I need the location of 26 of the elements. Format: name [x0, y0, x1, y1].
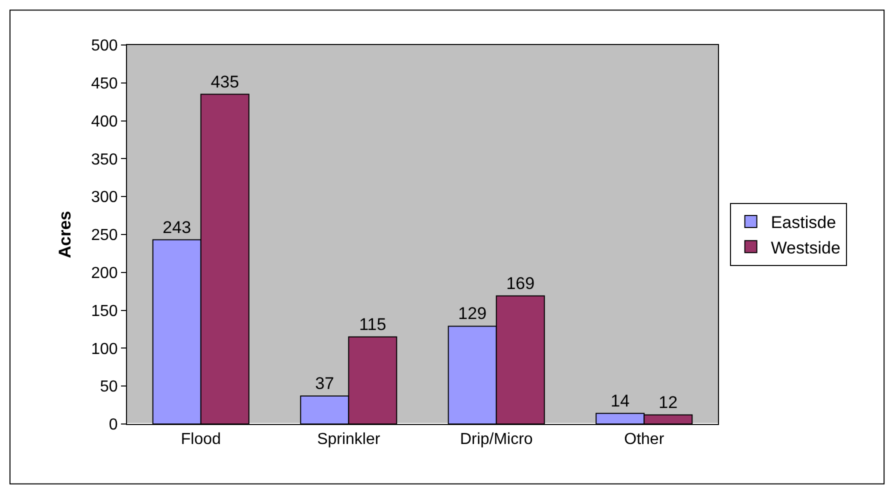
x-tick-label: Flood [180, 431, 221, 448]
y-tick-label: 450 [91, 76, 118, 92]
y-tick-label: 400 [91, 113, 118, 130]
y-tick-label: 500 [91, 38, 118, 55]
x-tick-label: Sprinkler [317, 431, 381, 448]
data-label: 37 [315, 374, 334, 393]
data-label: 12 [658, 392, 678, 412]
y-axis-title: Acres [56, 210, 75, 258]
y-tick-label: 150 [91, 302, 118, 320]
legend-label: Eastisde [770, 213, 836, 232]
data-label: 435 [210, 72, 240, 92]
y-tick-label: 350 [91, 151, 118, 168]
data-label: 129 [458, 304, 487, 324]
y-tick-label: 200 [91, 265, 118, 282]
y-tick-label: 300 [91, 189, 118, 206]
data-label: 243 [162, 218, 192, 237]
x-tick-label: Drip/Micro [460, 431, 533, 448]
data-label: 14 [610, 391, 630, 410]
legend-label: Westside [770, 238, 840, 258]
y-tick-label: 250 [91, 227, 118, 244]
y-tick-label: 50 [100, 378, 118, 396]
y-tick-label: 100 [91, 340, 118, 358]
data-label: 115 [359, 314, 386, 334]
x-tick-label: Other [624, 431, 665, 448]
data-label: 169 [506, 274, 535, 293]
y-tick-label: 0 [108, 416, 118, 434]
